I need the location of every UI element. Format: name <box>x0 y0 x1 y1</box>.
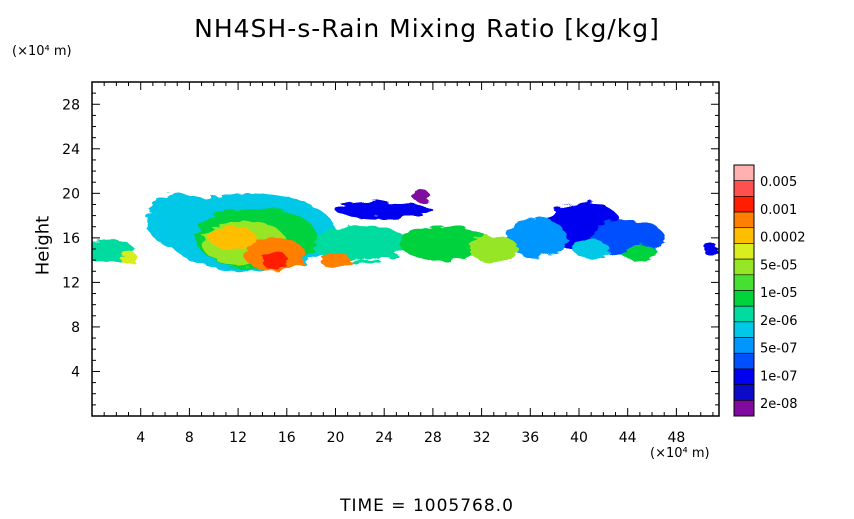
y-axis-label: Height <box>32 215 54 276</box>
x-tick-label: 40 <box>570 430 588 446</box>
x-axis-unit: (×10⁴ m) <box>650 446 710 461</box>
colorbar-label: 2e-06 <box>760 314 798 329</box>
x-tick-label: 44 <box>619 430 637 446</box>
heatmap-field <box>92 189 718 272</box>
y-tick-label: 12 <box>62 275 80 291</box>
y-tick-label: 4 <box>71 364 80 380</box>
field-blob <box>703 242 718 256</box>
y-tick-label: 28 <box>62 97 80 113</box>
x-tick-label: 48 <box>667 430 685 446</box>
field-blob <box>119 252 138 264</box>
colorbar-label: 2e-08 <box>760 397 798 412</box>
x-tick-label: 16 <box>278 430 296 446</box>
colorbar-swatch <box>733 274 755 291</box>
field-blob <box>411 189 430 202</box>
chart-title: NH4SH-s-Rain Mixing Ratio [kg/kg] <box>194 14 660 43</box>
x-tick-label: 20 <box>327 430 345 446</box>
colorbar-swatch <box>733 227 755 244</box>
y-axis-unit: (×10⁴ m) <box>12 44 72 59</box>
field-blob <box>572 240 610 258</box>
colorbar-frame <box>733 164 755 417</box>
colorbar-swatch <box>733 321 755 338</box>
colorbar-label: 0.001 <box>760 203 797 218</box>
x-tick-label: 4 <box>136 430 145 446</box>
field-blob <box>469 235 519 263</box>
colorbar-swatch <box>733 258 755 276</box>
colorbar-label: 5e-07 <box>760 342 798 357</box>
y-tick-label: 16 <box>62 231 80 247</box>
x-tick-label: 36 <box>521 430 539 446</box>
field-blob <box>399 225 491 262</box>
x-tick-label: 24 <box>375 430 393 446</box>
field-blob <box>320 251 351 269</box>
y-tick-label: 20 <box>62 186 80 202</box>
colorbar-swatch <box>733 290 755 307</box>
colorbar-swatch <box>733 384 755 401</box>
colorbar-swatch <box>733 196 755 213</box>
colorbar-label: 1e-07 <box>760 369 798 384</box>
field-blob <box>262 250 287 271</box>
colorbar-swatch <box>733 243 755 260</box>
field-blob <box>335 201 433 219</box>
x-tick-label: 32 <box>473 430 491 446</box>
y-tick-label: 24 <box>62 142 80 158</box>
field-blob <box>207 226 257 249</box>
colorbar-swatch <box>733 164 755 181</box>
colorbar-label: 5e-05 <box>760 258 798 273</box>
colorbar-swatch <box>733 305 755 323</box>
x-tick-label: 12 <box>229 430 247 446</box>
colorbar: 0.005 0.001 0.0002 5e-05 1e-05 2e-06 5e-07 1e-0… <box>733 164 806 417</box>
field-blob <box>505 218 567 258</box>
colorbar-swatch <box>733 400 755 417</box>
colorbar-label: 0.0002 <box>760 231 806 246</box>
time-label: TIME = 1005768.0 <box>340 496 514 516</box>
colorbar-swatch <box>733 368 755 385</box>
colorbar-swatch <box>733 211 755 229</box>
x-tick-label: 8 <box>185 430 194 446</box>
field-blob <box>621 245 659 262</box>
colorbar-swatch <box>733 352 755 370</box>
colorbar-swatch <box>733 337 755 354</box>
y-tick-label: 8 <box>71 320 80 336</box>
colorbar-label: 1e-05 <box>760 286 798 301</box>
colorbar-swatch <box>733 180 755 197</box>
colorbar-label: 0.005 <box>760 175 797 190</box>
x-tick-label: 28 <box>424 430 442 446</box>
